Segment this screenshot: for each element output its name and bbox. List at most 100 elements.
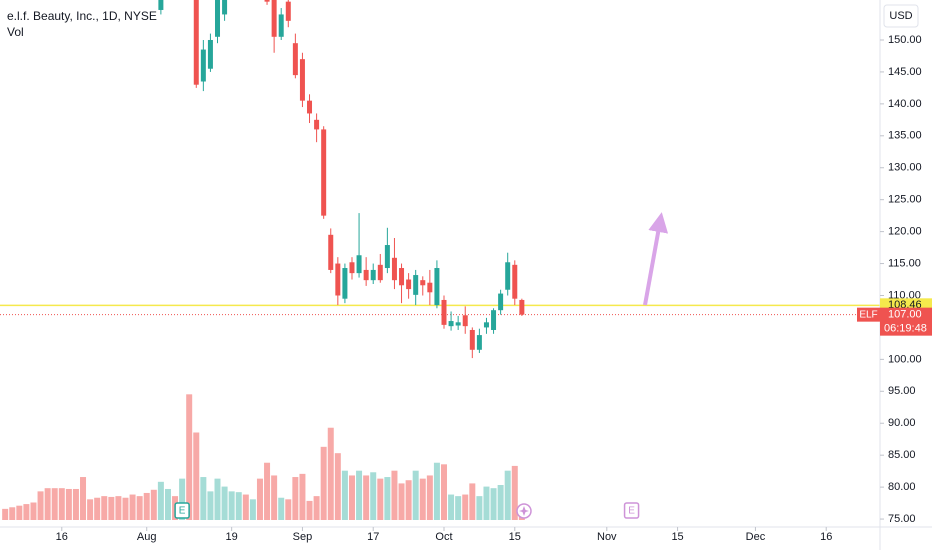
candle-body: [519, 299, 525, 315]
y-tick-label: 140.00: [888, 98, 922, 110]
volume-bar: [370, 472, 377, 520]
y-tick-label: 85.00: [888, 449, 916, 461]
candle-body: [292, 43, 298, 76]
chart-title: e.l.f. Beauty, Inc., 1D, NYSE: [7, 9, 157, 23]
volume-bar: [193, 432, 200, 520]
volume-bar: [207, 491, 214, 520]
volume-bar: [200, 477, 207, 520]
x-tick-label: 16: [56, 531, 68, 543]
candle-body: [455, 322, 461, 326]
symbol-box: [857, 307, 880, 322]
candle-body: [299, 59, 305, 101]
y-tick-label: 100.00: [888, 353, 922, 365]
last-price-box: [880, 307, 932, 336]
volume-bar: [469, 483, 476, 520]
volume-bar: [235, 492, 242, 520]
candle-body: [321, 129, 327, 216]
volume-bar: [101, 496, 108, 520]
candle-body: [271, 0, 277, 37]
candle-body: [363, 269, 369, 281]
volume-bar: [129, 494, 136, 520]
volume-bar: [490, 488, 497, 520]
volume-bar: [391, 470, 398, 520]
candle-body: [427, 282, 433, 293]
volume-bar: [37, 491, 44, 520]
candle-body: [307, 100, 313, 114]
candle-body: [491, 310, 497, 330]
volume-bar: [419, 478, 426, 520]
y-tick-label: 125.00: [888, 194, 922, 206]
volume-bar: [94, 497, 101, 520]
candle-body: [370, 269, 376, 281]
volume-bar: [80, 477, 87, 520]
volume-bar: [51, 488, 58, 520]
plot-area: [0, 0, 880, 520]
volume-bar: [448, 494, 455, 520]
volume-bar: [327, 427, 334, 520]
x-tick-label: 19: [226, 531, 238, 543]
volume-bar: [476, 496, 483, 520]
volume-bar: [398, 483, 405, 520]
x-tick-label: 15: [671, 531, 683, 543]
volume-bar: [242, 494, 249, 520]
subtitle: Vol: [7, 25, 24, 39]
currency-box[interactable]: [883, 4, 919, 28]
candle-body: [505, 262, 511, 290]
event-marker: [174, 502, 190, 519]
volume-bar: [504, 470, 511, 520]
volume-bar: [455, 496, 462, 520]
candle-body: [356, 255, 362, 274]
currency[interactable]: USD: [889, 10, 912, 22]
event-marker: [623, 502, 640, 519]
symbol-label: ELF: [859, 309, 877, 320]
volume-bar: [157, 481, 164, 520]
volume-bar: [271, 475, 278, 520]
volume-bar: [440, 464, 447, 520]
volume-bar: [264, 462, 271, 520]
x-tick-label: 15: [509, 531, 521, 543]
candle-body: [158, 0, 164, 10]
candle-body: [441, 299, 447, 325]
volume-bar: [377, 478, 384, 520]
y-tick-label: 75.00: [888, 513, 916, 525]
candle-body: [222, 0, 228, 15]
candle-body: [314, 119, 320, 130]
candle-body: [462, 315, 468, 327]
candle-body: [420, 280, 426, 286]
volume-bar: [348, 475, 355, 520]
volume-bar: [363, 475, 370, 520]
volume-bar: [285, 499, 292, 520]
volume-bar: [278, 497, 285, 520]
volume-bar: [115, 496, 122, 520]
x-tick-label: 16: [820, 531, 832, 543]
candle-body: [264, 0, 270, 2]
volume-bar: [299, 473, 306, 520]
x-tick-label: Aug: [137, 531, 157, 543]
volume-bar: [9, 507, 16, 520]
volume-bar: [30, 502, 37, 520]
candle-body: [483, 322, 489, 328]
volume-bar: [412, 470, 419, 520]
volume-bar: [72, 488, 79, 520]
x-tick-label: 17: [367, 531, 379, 543]
candle-body: [200, 49, 206, 82]
event-label: E: [179, 506, 186, 517]
volume-bar: [306, 500, 313, 520]
candle-body: [207, 39, 213, 69]
volume-bar: [23, 504, 30, 520]
x-tick-label: Sep: [293, 531, 313, 543]
volume-bar: [313, 496, 320, 520]
arrow-drawing: [643, 212, 669, 306]
candle-body: [498, 293, 504, 311]
volume-bar: [249, 499, 256, 520]
volume-bar: [433, 462, 440, 520]
candle-body: [193, 0, 199, 85]
volume-bar: [256, 478, 263, 520]
x-tick-label: Oct: [435, 531, 452, 543]
volume-bar: [143, 492, 150, 520]
candle-body: [512, 264, 518, 299]
candle-body: [285, 1, 291, 21]
volume-bar: [214, 478, 221, 520]
